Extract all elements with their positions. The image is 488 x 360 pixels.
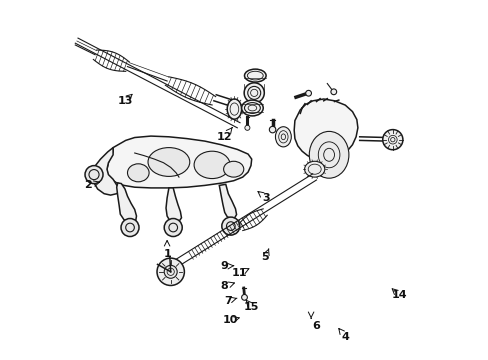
Text: 13: 13	[117, 96, 132, 106]
Circle shape	[269, 126, 275, 133]
Text: 3: 3	[262, 193, 269, 203]
Text: 10: 10	[222, 315, 237, 325]
Circle shape	[121, 219, 139, 237]
Circle shape	[382, 130, 402, 150]
Text: 1: 1	[163, 249, 171, 259]
Text: 9: 9	[220, 261, 228, 271]
Ellipse shape	[244, 69, 265, 82]
Polygon shape	[294, 99, 357, 160]
Text: 2: 2	[84, 180, 92, 190]
Ellipse shape	[127, 164, 149, 182]
Ellipse shape	[194, 151, 230, 179]
Text: 6: 6	[312, 321, 320, 331]
Polygon shape	[166, 188, 181, 222]
Circle shape	[330, 89, 336, 95]
Circle shape	[305, 90, 311, 96]
Circle shape	[241, 294, 247, 300]
Text: 8: 8	[221, 281, 228, 291]
Ellipse shape	[241, 100, 263, 116]
Ellipse shape	[304, 161, 324, 177]
Polygon shape	[107, 136, 251, 188]
Circle shape	[164, 219, 182, 237]
Ellipse shape	[223, 161, 244, 177]
Text: 5: 5	[261, 252, 268, 262]
Circle shape	[222, 217, 239, 235]
Circle shape	[244, 125, 249, 130]
Text: 4: 4	[341, 332, 348, 342]
Ellipse shape	[275, 127, 291, 147]
Ellipse shape	[309, 131, 348, 178]
Circle shape	[157, 258, 184, 285]
Polygon shape	[219, 184, 236, 219]
Ellipse shape	[244, 83, 264, 103]
Circle shape	[85, 166, 103, 184]
Polygon shape	[117, 183, 136, 222]
Text: 7: 7	[224, 296, 232, 306]
Text: 15: 15	[244, 302, 259, 312]
Polygon shape	[92, 148, 120, 195]
Ellipse shape	[227, 99, 241, 119]
Text: 11: 11	[232, 268, 247, 278]
Text: 12: 12	[217, 132, 232, 142]
Text: 14: 14	[391, 290, 407, 300]
Ellipse shape	[148, 148, 189, 176]
Circle shape	[164, 265, 177, 278]
